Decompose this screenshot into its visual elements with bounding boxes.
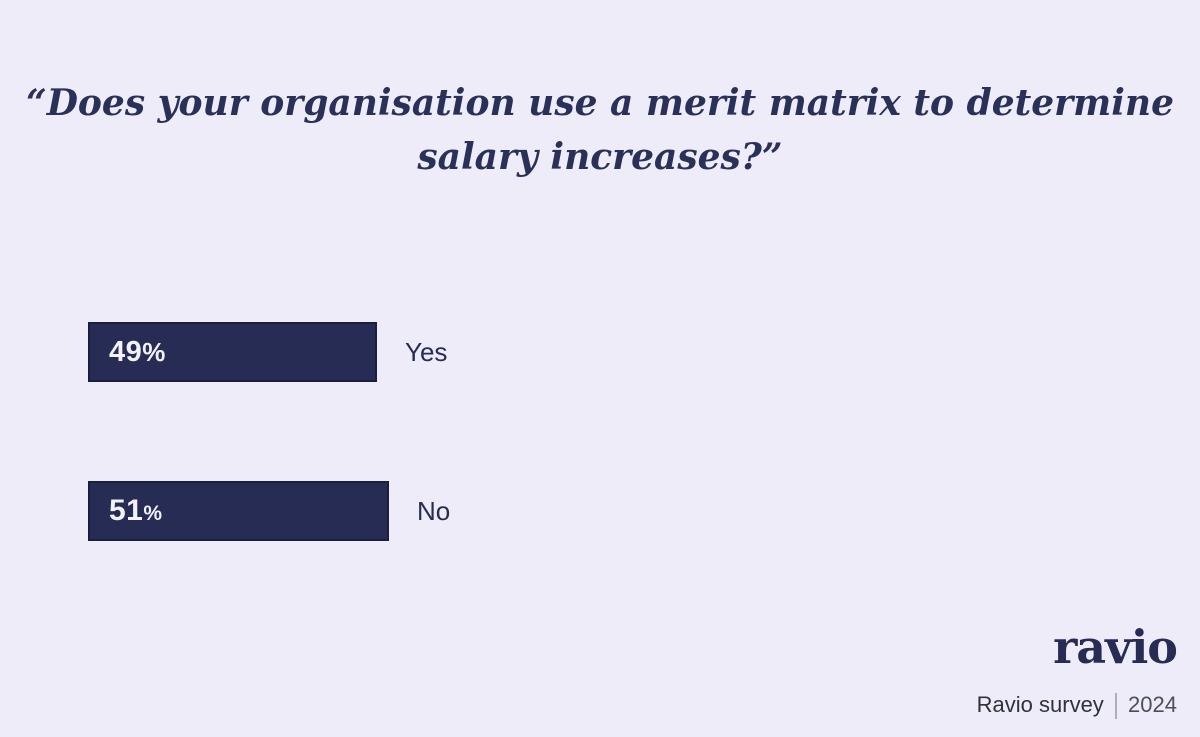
footer-separator: | — [1112, 688, 1120, 720]
chart-title-line-2: salary increases?” — [417, 136, 783, 178]
footer-source-label: Ravio survey — [976, 692, 1104, 717]
chart-title-line-1: “Does your organisation use a merit matr… — [25, 82, 1174, 124]
bar-no: 51% — [88, 481, 389, 541]
category-label-no: No — [417, 495, 451, 526]
footer-year: 2024 — [1128, 692, 1177, 717]
bar-row-no: 51% No — [88, 481, 450, 541]
value-label-yes: 49% — [109, 335, 166, 368]
bar-row-yes: 49% Yes — [88, 322, 450, 382]
percent-sign: % — [142, 336, 166, 367]
chart-title: “Does your organisation use a merit matr… — [0, 76, 1200, 184]
bar-yes: 49% — [88, 322, 377, 382]
value-label-no: 51% — [109, 494, 163, 527]
category-label-yes: Yes — [405, 336, 448, 367]
ravio-logo: ravio — [1053, 620, 1178, 674]
percent-sign: % — [143, 502, 163, 525]
footer-attribution: Ravio survey | 2024 — [976, 688, 1177, 720]
chart-area: 49% Yes 51% No — [88, 322, 450, 541]
